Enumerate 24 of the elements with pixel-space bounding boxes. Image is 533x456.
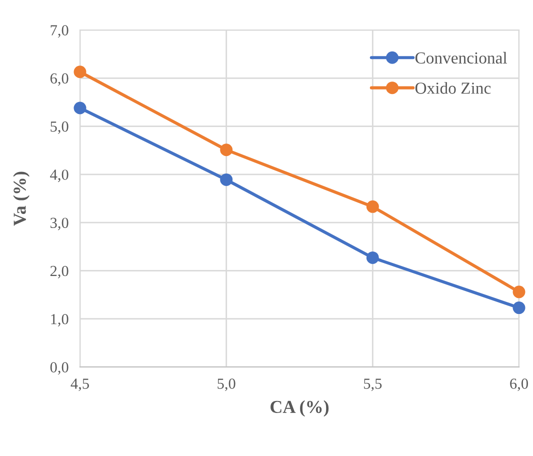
y-tick-label: 6,0 (50, 73, 68, 86)
legend-label: Oxido Zinc (415, 82, 491, 94)
y-tick-label: 2,0 (50, 266, 68, 278)
point (220, 144, 233, 156)
legend-label: Convencional (415, 52, 507, 64)
point (74, 102, 86, 114)
x-tick-label: 5,0 (218, 378, 236, 392)
y-tick-label: 7,0 (50, 25, 68, 38)
point (512, 302, 526, 314)
point (512, 286, 526, 298)
x-tick-label: 6,0 (510, 378, 528, 392)
y-tick-label: 0,0 (50, 362, 68, 375)
y-axis-title: Va (%) (13, 172, 30, 226)
point (74, 66, 86, 78)
point (366, 251, 379, 264)
y-tick-label: 4,0 (50, 170, 68, 182)
x-tick-label: 4,5 (70, 378, 89, 392)
y-tick-label: 3,0 (50, 218, 68, 230)
x-axis-title: CA (%) (270, 400, 329, 417)
x-tick-label: 5,5 (364, 378, 382, 392)
point (366, 200, 379, 213)
y-tick-label: 1,0 (51, 314, 68, 327)
point (220, 173, 233, 186)
y-tick-label: 5,0 (50, 121, 68, 134)
